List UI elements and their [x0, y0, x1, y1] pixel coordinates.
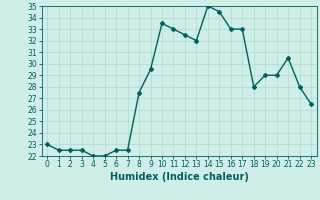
X-axis label: Humidex (Indice chaleur): Humidex (Indice chaleur): [110, 172, 249, 182]
